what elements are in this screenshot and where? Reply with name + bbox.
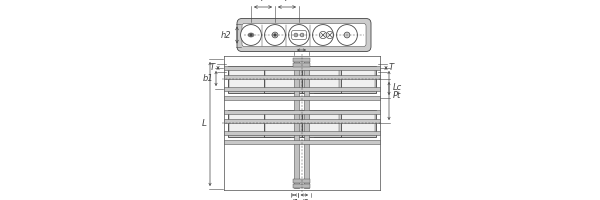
Bar <box>293 184 310 188</box>
Bar <box>224 119 380 123</box>
Text: d2: d2 <box>299 199 310 200</box>
Bar <box>293 58 299 188</box>
Bar <box>224 140 380 144</box>
Bar <box>224 96 380 100</box>
Circle shape <box>241 25 262 45</box>
Ellipse shape <box>248 33 254 37</box>
Bar <box>314 110 376 136</box>
Bar <box>302 66 341 92</box>
Text: d1: d1 <box>289 199 299 200</box>
Text: b1: b1 <box>202 74 213 83</box>
Bar <box>303 67 340 91</box>
Circle shape <box>272 32 278 38</box>
Circle shape <box>313 25 334 45</box>
Circle shape <box>344 32 350 38</box>
Text: Lc: Lc <box>392 83 402 92</box>
Bar <box>224 75 380 79</box>
Text: T: T <box>389 64 394 72</box>
Circle shape <box>326 31 334 39</box>
Bar <box>224 66 380 70</box>
Circle shape <box>265 25 286 45</box>
Bar <box>293 58 310 62</box>
Bar <box>265 111 301 135</box>
Text: Lc: Lc <box>297 37 306 46</box>
Bar <box>224 110 380 114</box>
Bar <box>263 66 302 92</box>
Circle shape <box>337 25 358 45</box>
Bar <box>265 67 301 91</box>
Bar <box>228 110 290 136</box>
Text: P: P <box>284 0 290 3</box>
Bar <box>224 131 380 135</box>
Text: T: T <box>210 64 215 72</box>
Circle shape <box>319 31 326 39</box>
FancyBboxPatch shape <box>237 19 371 51</box>
Bar <box>314 66 376 92</box>
Bar <box>229 111 289 135</box>
Text: h2: h2 <box>220 30 231 40</box>
Text: L: L <box>202 119 207 129</box>
Circle shape <box>274 34 276 36</box>
Bar <box>315 111 375 135</box>
Text: Pt: Pt <box>392 92 401 100</box>
Bar <box>263 110 302 136</box>
Circle shape <box>300 33 304 37</box>
Bar <box>315 67 375 91</box>
Bar <box>304 58 310 188</box>
Bar <box>224 87 380 91</box>
Text: P: P <box>260 0 266 3</box>
Circle shape <box>294 33 298 37</box>
Bar <box>228 66 290 92</box>
Circle shape <box>250 34 253 36</box>
Bar <box>293 179 310 183</box>
FancyBboxPatch shape <box>242 23 366 46</box>
Circle shape <box>289 25 310 45</box>
Bar <box>229 67 289 91</box>
Bar <box>293 63 310 67</box>
Bar <box>303 111 340 135</box>
Bar <box>302 110 341 136</box>
FancyBboxPatch shape <box>292 31 307 39</box>
